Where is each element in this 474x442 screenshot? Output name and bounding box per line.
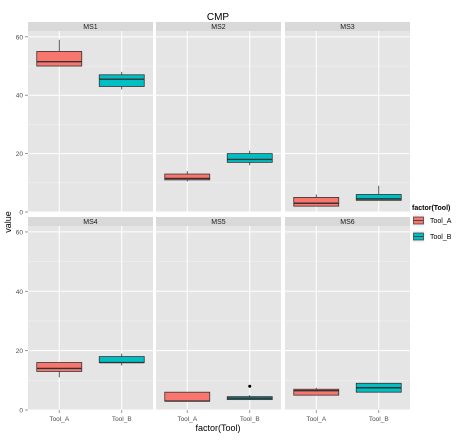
box-tool-b <box>355 194 402 201</box>
x-tick-label: Tool_B <box>369 416 389 423</box>
panel-background <box>285 226 410 410</box>
panel-background <box>28 226 153 410</box>
panel-strip-label: MS5 <box>211 219 226 226</box>
legend-title: factor(Tool) <box>412 205 450 212</box>
panel-background <box>156 31 281 212</box>
box-tool-a <box>164 173 211 181</box>
panel-strip-label: MS4 <box>83 219 98 226</box>
chart-title: CMP <box>207 12 230 23</box>
y-tick-label: 40 <box>16 289 24 296</box>
panel-strip <box>285 217 410 226</box>
legend: factor(Tool) Tool_A Tool_B <box>411 205 452 244</box>
y-tick-label: 60 <box>16 229 24 236</box>
y-tick-label: 60 <box>16 34 24 41</box>
box-tool-a <box>293 197 340 207</box>
box-tool-b <box>98 74 145 87</box>
outlier-point <box>248 384 252 388</box>
panel-strip-label: MS1 <box>83 24 98 31</box>
x-tick-label: Tool_A <box>49 416 70 423</box>
x-tick-label: Tool_B <box>112 416 132 423</box>
box-tool-a <box>164 391 211 402</box>
box-tool-a <box>36 362 83 372</box>
panel-strip <box>285 22 410 31</box>
legend-entry-label: Tool_A <box>430 218 452 225</box>
panel-strip <box>28 217 153 226</box>
panel-strip-label: MS3 <box>340 24 355 31</box>
y-tick-label: 0 <box>19 210 23 217</box>
box-tool-a <box>36 51 83 67</box>
panel-strip <box>156 22 281 31</box>
panel-background <box>156 226 281 410</box>
box-tool-b <box>98 356 145 363</box>
box-tool-b <box>226 153 273 163</box>
panels-layer: MS1 0 20 40 60 MS2 MS3 MS4 0 20 40 60 Tool_A Tool_B MS… <box>16 22 410 423</box>
y-tick-label: 0 <box>19 408 23 415</box>
y-tick-label: 20 <box>16 348 24 355</box>
x-tick-label: Tool_A <box>306 416 327 423</box>
legend-entry-label: Tool_B <box>430 234 452 241</box>
x-tick-label: Tool_A <box>177 416 198 423</box>
x-axis-label: factor(Tool) <box>195 423 240 433</box>
y-tick-label: 40 <box>16 93 24 100</box>
box-tool-a <box>293 388 340 396</box>
panel-strip-label: MS6 <box>340 219 355 226</box>
panel-background <box>285 31 410 212</box>
y-tick-label: 20 <box>16 151 24 158</box>
panel-strip <box>156 217 281 226</box>
y-axis-label: value <box>3 211 13 233</box>
panel-strip <box>28 22 153 31</box>
panel-strip-label: MS2 <box>211 24 226 31</box>
x-tick-label: Tool_B <box>240 416 260 423</box>
